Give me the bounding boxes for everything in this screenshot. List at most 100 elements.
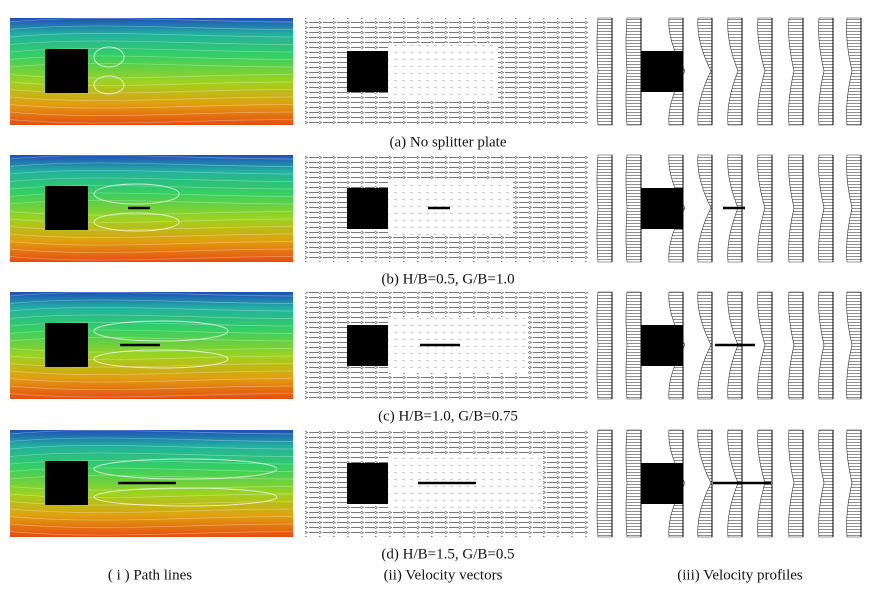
row-caption: (d) H/B=1.5, G/B=0.5 <box>381 546 514 562</box>
profile-area <box>727 17 743 126</box>
streamline <box>9 89 294 94</box>
streamline <box>9 63 294 68</box>
profile-area <box>818 154 834 263</box>
row-caption: (c) H/B=1.0, G/B=0.75 <box>378 408 518 424</box>
profile-area <box>757 17 773 126</box>
velocity-profiles-panel <box>596 17 862 126</box>
path-lines-panel <box>9 430 294 537</box>
streamline <box>9 329 294 334</box>
streamline <box>9 81 294 86</box>
streamline <box>9 18 294 23</box>
streamline <box>9 233 294 238</box>
profile-area <box>697 429 713 538</box>
row-caption: (b) H/B=0.5, G/B=1.0 <box>381 271 514 287</box>
profile-area <box>818 429 834 538</box>
streamline <box>9 378 294 383</box>
profile-area <box>596 429 613 538</box>
streamline <box>9 192 294 197</box>
profile-area <box>625 291 642 400</box>
captions: (a) No splitter plate (b) H/B=0.5, G/B=1.… <box>108 134 803 583</box>
profile-area <box>846 154 862 263</box>
row-caption: (a) No splitter plate <box>389 134 506 150</box>
square-cylinder <box>641 463 683 504</box>
square-cylinder <box>641 325 683 366</box>
velocity-profiles-panel <box>596 154 862 263</box>
column-caption: ( i ) Path lines <box>108 567 192 583</box>
streamline <box>9 96 294 101</box>
velocity-profiles-panel <box>596 291 862 400</box>
streamline <box>9 486 294 491</box>
vortex <box>93 458 278 480</box>
column-caption: (iii) Velocity profiles <box>677 567 803 583</box>
profile-area <box>757 154 773 263</box>
streamline <box>9 33 294 38</box>
streamline <box>9 348 294 353</box>
streamline <box>9 55 294 60</box>
profile-area <box>818 17 834 126</box>
streamline <box>9 256 294 261</box>
profile-area <box>846 291 862 400</box>
streamline <box>9 452 294 457</box>
square-cylinder <box>45 323 88 367</box>
streamline <box>9 314 294 319</box>
vortex <box>93 349 229 369</box>
streamline <box>9 430 294 435</box>
streamline <box>9 200 294 205</box>
velocity-vectors-panel <box>305 18 588 125</box>
streamline <box>9 185 294 190</box>
vortex <box>93 212 180 232</box>
vortex <box>93 320 229 342</box>
profile-area <box>596 154 613 263</box>
profile-area <box>668 429 686 538</box>
profile-area <box>697 17 713 126</box>
streamline <box>9 337 294 342</box>
streamline <box>9 385 294 390</box>
square-cylinder <box>45 49 88 93</box>
panels <box>9 17 862 538</box>
square-cylinder <box>347 188 388 229</box>
streamline <box>9 460 294 465</box>
vortex <box>93 487 278 507</box>
streamline <box>9 170 294 175</box>
streamline <box>9 299 294 304</box>
square-cylinder <box>347 325 388 366</box>
streamline <box>9 467 294 472</box>
streamline <box>9 111 294 116</box>
profile-area <box>596 17 613 126</box>
profile-area <box>818 291 834 400</box>
streamline <box>9 162 294 167</box>
streamline <box>9 322 294 327</box>
streamline <box>9 531 294 536</box>
path-lines-panel <box>9 292 294 399</box>
square-cylinder <box>641 51 683 92</box>
profile-area <box>788 154 804 263</box>
velocity-vectors-panel <box>305 430 588 537</box>
profile-area <box>846 17 862 126</box>
profile-area <box>625 154 642 263</box>
column-caption: (ii) Velocity vectors <box>384 567 503 583</box>
streamline <box>9 508 294 513</box>
streamline <box>9 501 294 506</box>
streamline <box>9 25 294 30</box>
profile-area <box>668 291 686 400</box>
streamline <box>9 523 294 528</box>
profile-area <box>668 17 686 126</box>
vortex <box>93 183 180 205</box>
square-cylinder <box>45 461 88 505</box>
path-lines-panel <box>9 18 294 125</box>
streamline <box>9 211 294 216</box>
velocity-vectors-panel <box>305 155 588 262</box>
profile-area <box>625 17 642 126</box>
profile-area <box>757 291 773 400</box>
streamline <box>9 363 294 368</box>
streamline <box>9 241 294 246</box>
profile-area <box>625 429 642 538</box>
streamline <box>9 355 294 360</box>
velocity-vectors-panel <box>305 292 588 399</box>
streamline <box>9 218 294 223</box>
profile-area <box>668 154 686 263</box>
square-cylinder <box>347 463 388 504</box>
streamline <box>9 48 294 53</box>
vortex <box>93 75 125 95</box>
